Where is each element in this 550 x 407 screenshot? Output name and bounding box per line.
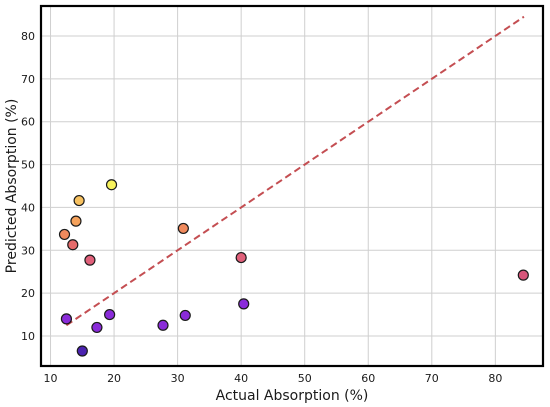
x-tick-label: 30 <box>171 372 185 385</box>
x-tick-label: 20 <box>107 372 121 385</box>
data-point <box>177 222 189 235</box>
ideal-fit-line <box>65 15 525 327</box>
reference-line-layer <box>65 15 525 327</box>
x-tick-label: 80 <box>488 372 502 385</box>
y-tick-label: 20 <box>21 287 35 300</box>
y-tick-label: 40 <box>21 201 35 214</box>
data-point <box>76 345 88 357</box>
data-point <box>157 319 169 331</box>
y-tick-label: 10 <box>21 330 35 343</box>
y-tick-label: 80 <box>21 30 35 43</box>
data-point <box>235 251 247 264</box>
data-point <box>179 309 191 322</box>
x-axis-ticks: 10 20 30 40 50 60 70 80 <box>44 372 503 385</box>
plot-frame <box>39 4 545 368</box>
x-tick-label: 40 <box>234 372 248 385</box>
data-point <box>58 228 71 241</box>
y-tick-label: 60 <box>21 116 35 129</box>
x-tick-label: 10 <box>44 372 58 385</box>
y-axis-ticks: 10 20 30 40 50 60 70 80 <box>21 30 35 343</box>
data-point <box>517 269 529 281</box>
data-point <box>60 313 73 325</box>
data-points <box>58 179 529 357</box>
data-point <box>67 239 79 251</box>
y-tick-label: 30 <box>21 244 35 257</box>
data-point <box>105 179 118 191</box>
data-point <box>73 194 85 207</box>
y-tick-label: 50 <box>21 159 35 172</box>
x-tick-label: 70 <box>425 372 439 385</box>
x-axis-title: Actual Absorption (%) <box>216 388 369 404</box>
data-point <box>91 321 103 334</box>
data-point <box>238 298 250 310</box>
data-point <box>70 215 82 227</box>
x-tick-label: 60 <box>361 372 375 385</box>
y-tick-label: 70 <box>21 73 35 86</box>
data-point <box>84 254 96 266</box>
grid <box>41 6 543 366</box>
data-point <box>104 308 116 321</box>
x-tick-label: 50 <box>298 372 312 385</box>
y-axis-title: Predicted Absorption (%) <box>4 99 20 274</box>
